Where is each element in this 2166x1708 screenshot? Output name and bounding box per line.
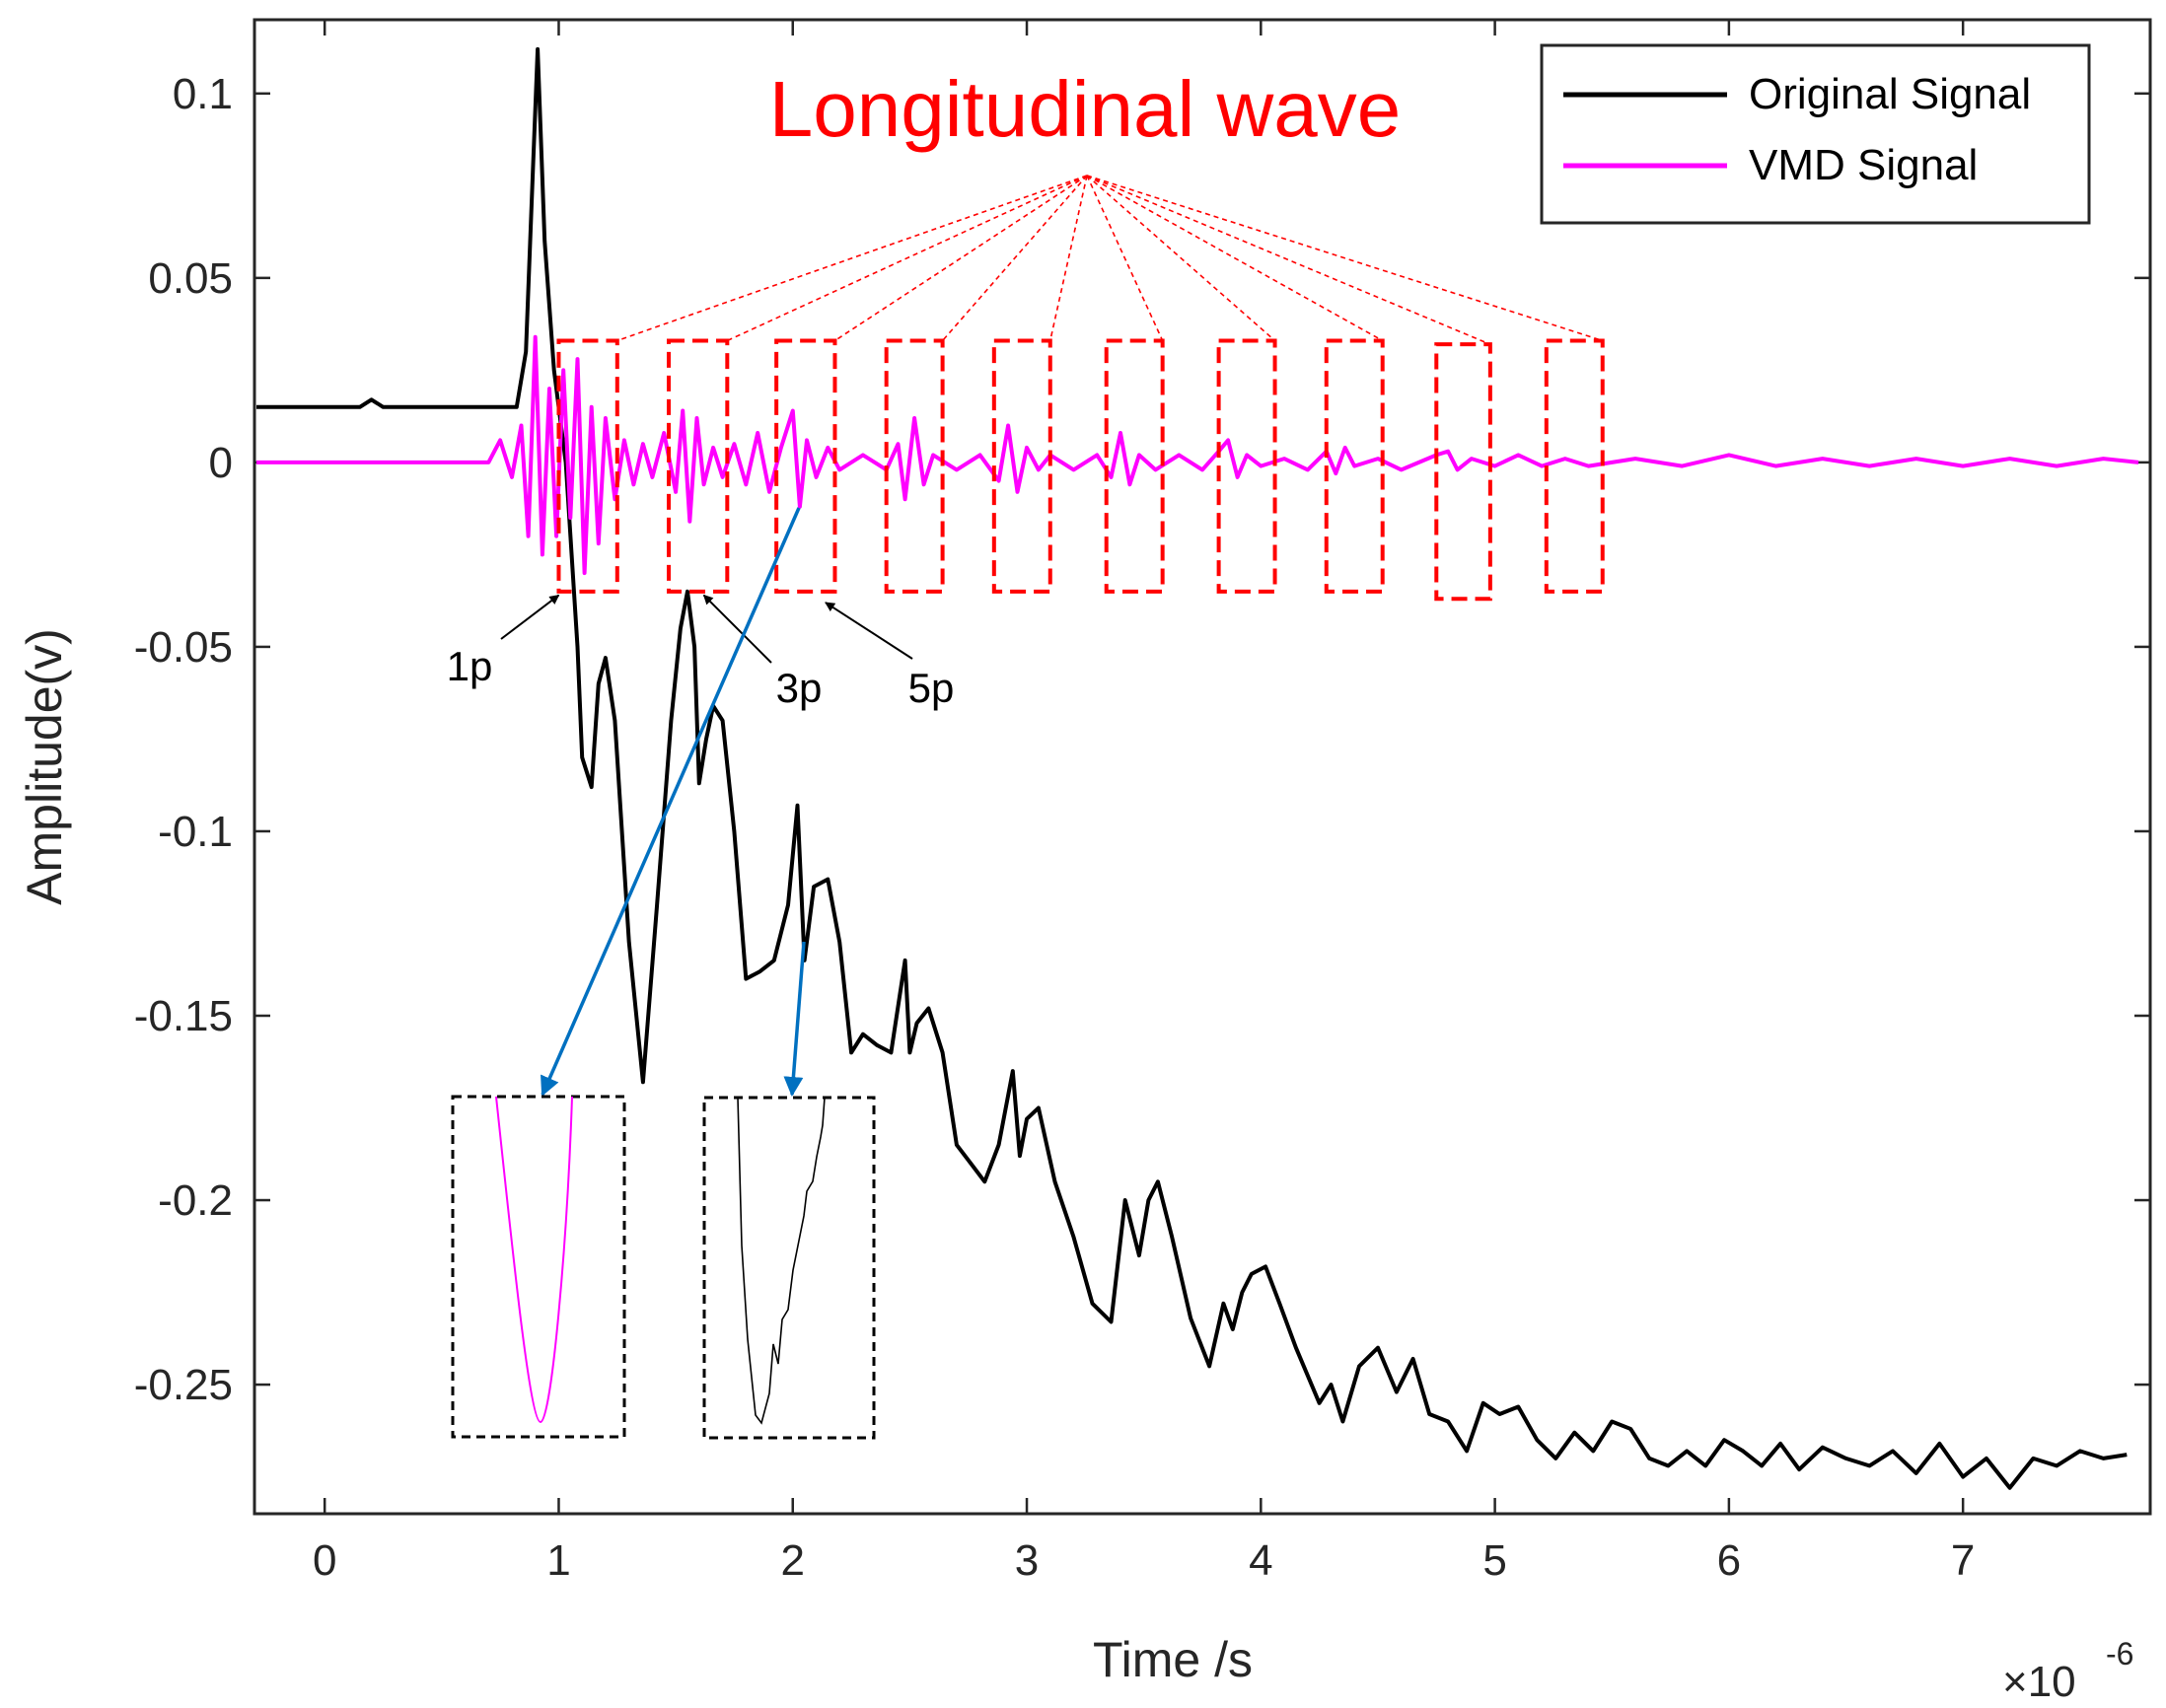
legend-box <box>1540 43 2091 225</box>
x-tick-label-4: 4 <box>1249 1536 1272 1585</box>
reflection-box-3 <box>774 338 837 594</box>
x-tick-label-7: 7 <box>1951 1536 1975 1585</box>
peak-label-5p: 5p <box>908 665 955 711</box>
x-tick-label-1: 1 <box>546 1536 570 1585</box>
series-layer <box>256 46 2139 1490</box>
reflection-leader-4 <box>942 175 1088 341</box>
series-line-vmd-signal <box>256 334 2139 576</box>
zoom-arrow-vmd <box>541 507 801 1097</box>
inset-box-vmd-zoom <box>451 1095 626 1439</box>
peak-label-3p: 3p <box>776 665 823 711</box>
peak-arrow-3p <box>702 594 772 664</box>
y-tick-label-2: 0 <box>209 439 233 487</box>
reflection-leader-5 <box>1048 175 1088 341</box>
inset-curve-original <box>737 1097 826 1425</box>
x-tick-label-5: 5 <box>1482 1536 1506 1585</box>
y-tick-label-0: 0.1 <box>173 70 233 118</box>
y-tick-label-4: -0.1 <box>158 808 233 856</box>
y-tick-label-3: -0.05 <box>134 623 233 672</box>
y-tick-label-5: -0.15 <box>134 992 233 1040</box>
reflection-leader-3 <box>834 175 1088 342</box>
legend-label-1: Original Signal <box>1749 70 2031 118</box>
reflection-leader-10 <box>1086 175 1603 342</box>
reflection-leader-8 <box>1086 175 1384 342</box>
y-axis-label: Amplitude(v) <box>17 628 72 905</box>
x-tick-label-6: 6 <box>1717 1536 1741 1585</box>
peak-arrow-5p <box>825 602 913 660</box>
peak-label-1p: 1p <box>447 643 493 689</box>
legend: Original Signal VMD Signal <box>1540 43 2091 225</box>
x-exponent: ×10 <box>2002 1658 2076 1706</box>
peak-arrow-1p <box>500 594 560 640</box>
legend-label-2: VMD Signal <box>1749 141 1978 189</box>
inset-curve-vmd <box>495 1096 573 1424</box>
reflection-leader-2 <box>726 175 1088 342</box>
annotation-layer: Longitudinal wave 1p 3p 5p <box>447 65 1605 1440</box>
reflection-leader-7 <box>1086 175 1276 342</box>
reflection-box-5 <box>991 338 1052 594</box>
reflection-box-1 <box>556 338 619 594</box>
inset-box-original-zoom <box>702 1096 876 1440</box>
x-axis-label: Time /s <box>1093 1632 1253 1687</box>
zoom-arrow-original <box>783 941 806 1097</box>
series-line-original-signal <box>256 46 2128 1490</box>
reflection-leader-9 <box>1086 175 1491 345</box>
reflection-box-6 <box>1104 338 1165 594</box>
longitudinal-wave-label: Longitudinal wave <box>769 65 1401 153</box>
reflection-box-9 <box>1434 342 1492 602</box>
reflection-leader-6 <box>1086 175 1164 341</box>
reflection-box-10 <box>1544 338 1605 594</box>
y-tick-label-1: 0.05 <box>148 254 233 303</box>
x-tick-label-0: 0 <box>313 1536 336 1585</box>
reflection-box-8 <box>1324 338 1385 594</box>
y-tick-label-7: -0.25 <box>134 1361 233 1409</box>
reflection-box-4 <box>884 338 945 594</box>
x-tick-label-3: 3 <box>1015 1536 1039 1585</box>
x-exponent-power: -6 <box>2106 1636 2133 1672</box>
reflection-box-2 <box>666 338 730 594</box>
reflection-leader-1 <box>616 175 1088 342</box>
y-tick-label-6: -0.2 <box>158 1176 233 1225</box>
x-tick-label-2: 2 <box>781 1536 805 1585</box>
reflection-box-7 <box>1216 338 1277 594</box>
